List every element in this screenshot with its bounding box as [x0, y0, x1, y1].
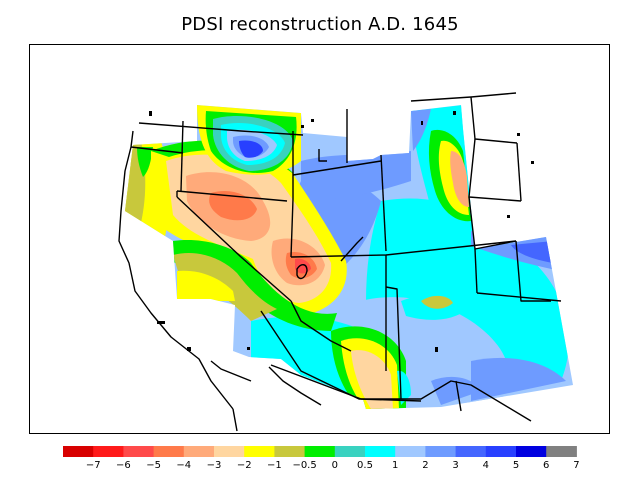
legend-swatch-1 [93, 446, 124, 457]
legend-swatch-7 [274, 446, 306, 457]
legend-tick-label: 2 [422, 460, 429, 471]
pdsi-map [118, 92, 573, 432]
legend-tick-label: 0 [331, 460, 338, 471]
legend-swatch-14 [485, 446, 517, 457]
legend-tick-label: 4 [482, 460, 489, 471]
legend-tick-label: 7 [573, 460, 580, 471]
legend-swatch-16 [546, 446, 577, 457]
legend-tick-label: −6 [116, 460, 131, 471]
legend-swatch-12 [425, 446, 457, 457]
legend-swatch-11 [395, 446, 426, 457]
legend-swatch-10 [365, 446, 396, 457]
legend-swatch-3 [153, 446, 185, 457]
legend-tick-label: −1 [267, 460, 282, 471]
legend-tick-label: −7 [85, 460, 101, 471]
legend-tick-label: 3 [452, 460, 459, 471]
legend-swatch-5 [214, 446, 245, 457]
legend-swatch-6 [244, 446, 275, 457]
legend-tick-label: 0.5 [357, 460, 373, 471]
legend-swatch-9 [334, 446, 366, 457]
legend-tick-label: 5 [512, 460, 520, 471]
map-title: PDSI reconstruction A.D. 1645 [181, 14, 459, 35]
legend-swatch-4 [183, 446, 215, 457]
legend-swatch-15 [516, 446, 547, 457]
legend-tick-label: 1 [392, 460, 399, 471]
legend-swatch-8 [304, 446, 336, 457]
legend-tick-label: −3 [206, 460, 222, 471]
legend-tick-label: −2 [236, 460, 252, 471]
legend-swatch-13 [455, 446, 487, 457]
map-panel [29, 44, 610, 434]
legend-swatch-2 [123, 446, 155, 457]
legend-tick-label: −0.5 [292, 460, 317, 471]
legend-tick-label: −5 [146, 460, 161, 471]
legend-swatch-0 [63, 446, 94, 457]
legend-tick-label: −4 [176, 460, 192, 471]
legend-tick-label: 6 [543, 460, 550, 471]
